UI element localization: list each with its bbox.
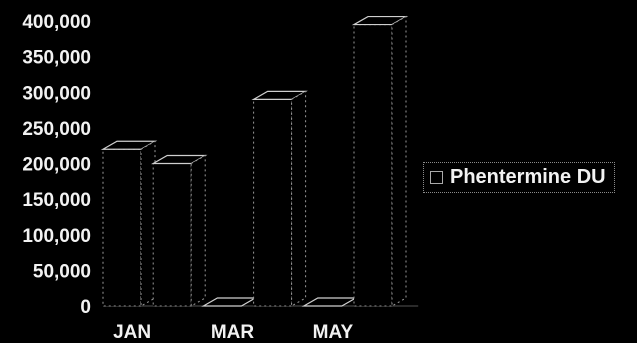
x-axis-ticks: JAN MAR MAY	[113, 322, 353, 343]
bar-side	[291, 90, 307, 307]
legend: Phentermine DU	[423, 162, 615, 193]
bar-side	[190, 154, 206, 307]
bar-front	[253, 98, 293, 307]
y-tick-label: 350,000	[22, 48, 91, 69]
y-tick-label: 100,000	[22, 226, 91, 247]
bar-front	[353, 24, 393, 307]
legend-label: Phentermine DU	[450, 166, 606, 188]
y-axis-ticks: 0 50,000 100,000 150,000 200,000 250,000 300,0…	[22, 12, 91, 318]
bar	[301, 297, 359, 307]
bar	[150, 154, 208, 307]
bar-front	[152, 163, 192, 307]
bar	[251, 90, 308, 307]
x-tick-label: MAY	[313, 322, 354, 343]
legend-swatch	[430, 171, 443, 184]
bar-side	[391, 15, 407, 307]
y-tick-label: 0	[80, 297, 91, 318]
bar-top	[201, 297, 258, 307]
y-tick-label: 200,000	[22, 155, 91, 176]
bar	[100, 140, 158, 307]
x-tick-label: MAR	[211, 322, 255, 343]
bar	[351, 15, 409, 307]
x-tick-label: JAN	[113, 322, 151, 343]
y-tick-label: 250,000	[22, 119, 91, 140]
y-tick-label: 300,000	[22, 83, 91, 104]
bar	[201, 297, 258, 307]
y-tick-label: 50,000	[33, 261, 91, 282]
bars-layer	[100, 15, 409, 307]
bar-front	[102, 148, 142, 307]
bar-side	[140, 140, 156, 307]
y-tick-label: 150,000	[22, 190, 91, 211]
y-tick-label: 400,000	[22, 12, 91, 33]
bar-top	[301, 297, 359, 307]
